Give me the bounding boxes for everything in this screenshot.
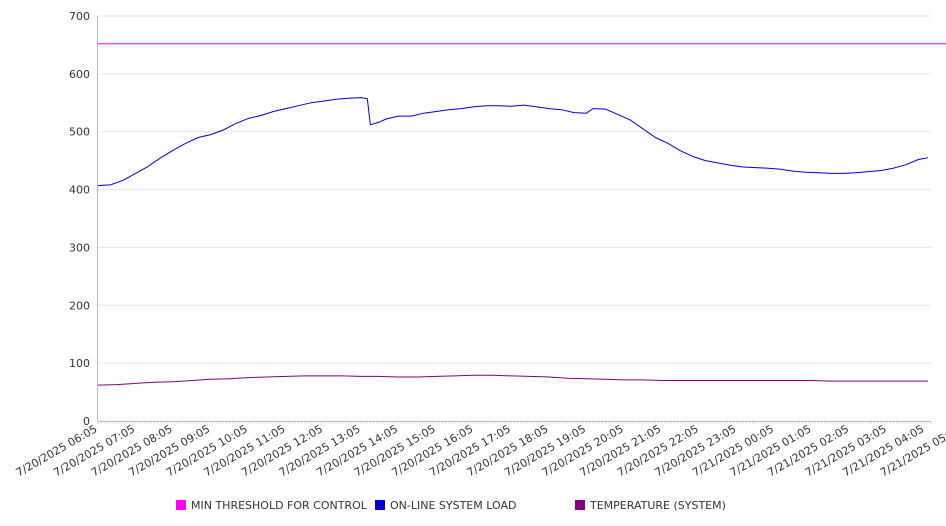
legend-item-system-load[interactable]: ON-LINE SYSTEM LOAD (375, 497, 516, 513)
legend-swatch-temperature (575, 500, 585, 510)
legend-label-temperature: TEMPERATURE (SYSTEM) (590, 498, 726, 512)
y-tick-label: 600 (69, 68, 90, 81)
y-axis: 0 100 200 300 400 500 600 700 (69, 10, 98, 428)
legend-swatch-system-load (375, 500, 385, 510)
y-tick-label: 300 (69, 241, 90, 254)
legend-label-system-load: ON-LINE SYSTEM LOAD (390, 498, 517, 512)
y-tick-label: 200 (69, 299, 90, 312)
y-tick-label: 700 (69, 10, 90, 23)
y-tick-label: 400 (69, 184, 90, 197)
temperature-line (97, 374, 928, 386)
y-tick-label: 0 (83, 415, 90, 428)
legend-swatch-min-threshold (176, 500, 186, 510)
legend: MIN THRESHOLD FOR CONTROL ON-LINE SYSTEM… (0, 497, 946, 515)
system-load-line (97, 97, 928, 186)
legend-label-min-threshold: MIN THRESHOLD FOR CONTROL (191, 498, 367, 512)
legend-item-min-threshold[interactable]: MIN THRESHOLD FOR CONTROL (176, 497, 367, 513)
x-axis: 7/20/2025 06:057/20/2025 07:057/20/2025 … (14, 421, 946, 479)
gridlines (98, 15, 931, 422)
legend-item-temperature[interactable]: TEMPERATURE (SYSTEM) (575, 497, 726, 513)
series-lines (97, 43, 946, 386)
y-tick-label: 100 (69, 357, 90, 370)
y-tick-label: 500 (69, 126, 90, 139)
